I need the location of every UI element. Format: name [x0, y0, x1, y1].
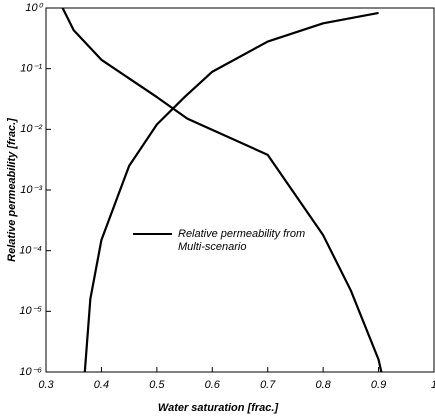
- y-tick-label: 10⁻³: [20, 184, 42, 196]
- y-tick-label: 10⁻¹: [20, 63, 42, 75]
- x-tick-label: 0.9: [371, 379, 386, 391]
- x-tick-label: 0.7: [260, 379, 276, 391]
- legend-label: Relative permeability from Multi-scenari…: [178, 228, 306, 253]
- y-tick-label: 10⁻²: [20, 123, 42, 135]
- x-tick-label: 0.3: [38, 379, 54, 391]
- x-tick-label: 0.5: [149, 379, 165, 391]
- x-tick-label: 0.4: [94, 379, 109, 391]
- curve: [83, 11, 379, 373]
- x-tick-label: 0.6: [205, 379, 221, 391]
- y-tick-label: 10⁻⁵: [19, 305, 42, 317]
- x-tick-label: 1: [431, 379, 435, 391]
- x-tick-label: 0.8: [315, 379, 331, 391]
- y-axis-title: Relative permeability [frac.]: [6, 118, 18, 262]
- y-tick-label: 10⁰: [25, 2, 43, 14]
- y-tick-label: 10⁻⁴: [19, 245, 42, 257]
- y-tick-label: 10⁻⁶: [19, 366, 42, 378]
- x-axis-title: Water saturation [frac.]: [158, 402, 279, 414]
- curve: [61, 7, 383, 373]
